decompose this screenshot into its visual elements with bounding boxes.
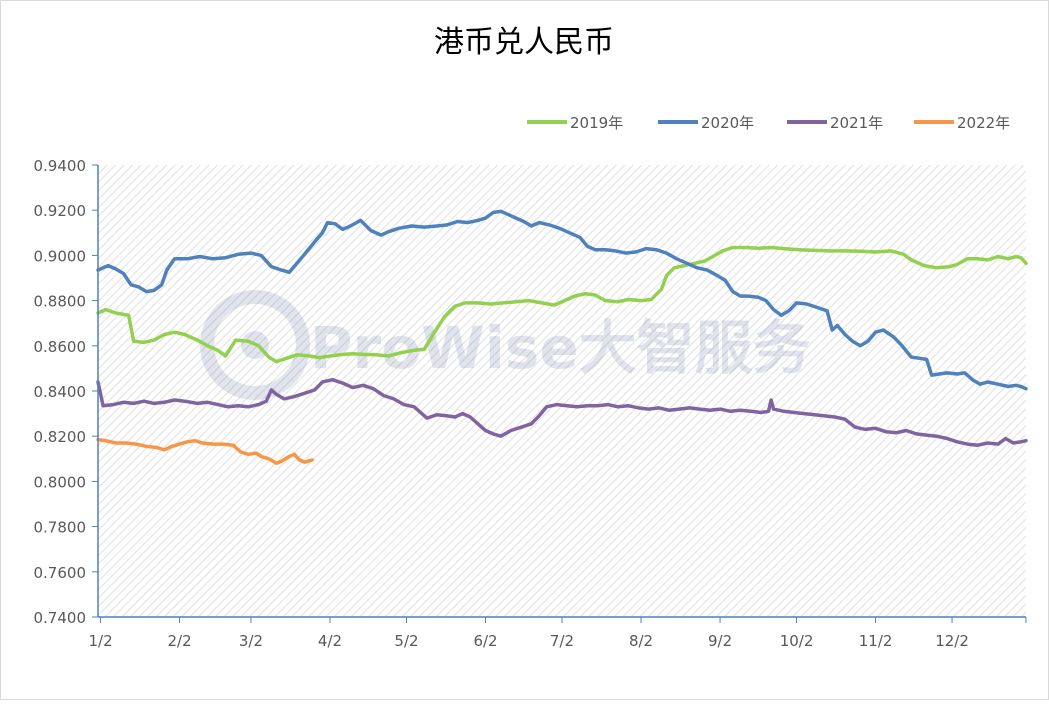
y-tick-label: 0.8800	[34, 293, 87, 311]
x-tick-label: 5/2	[394, 632, 418, 650]
x-tick-label: 8/2	[629, 632, 653, 650]
series-line-2	[96, 209, 1028, 391]
y-tick-label: 0.9000	[34, 247, 87, 265]
x-tick-label: 6/2	[473, 632, 497, 650]
x-tick-label: 11/2	[859, 632, 893, 650]
y-tick-label: 0.8600	[34, 338, 87, 356]
watermark-text: ProWise大智服务	[310, 314, 811, 382]
x-tick-label: 4/2	[318, 632, 342, 650]
series-line-4	[96, 437, 314, 466]
x-tick-label: 1/2	[88, 632, 112, 650]
y-tick-label: 0.9200	[34, 202, 87, 220]
x-tick-label: 3/2	[239, 632, 263, 650]
legend-label: 2022年	[957, 114, 1010, 132]
legend-label: 2020年	[701, 114, 754, 132]
y-axis: 0.9400 0.9200 0.9000 0.8800 0.8600 0.8400 0.82…	[34, 157, 98, 627]
legend-label: 2019年	[570, 114, 623, 132]
y-tick-label: 0.8200	[34, 428, 87, 446]
x-tick-label: 7/2	[550, 632, 574, 650]
x-tick-label: 2/2	[168, 632, 192, 650]
y-tick-label: 0.8000	[34, 473, 87, 491]
legend: 2019年 2020年 2021年 2022年	[527, 114, 1010, 132]
y-tick-label: 0.7800	[34, 519, 87, 537]
series-line-3	[96, 377, 1028, 447]
x-axis: 1/2 2/2 3/2 4/2 5/2 6/2 7/2 8/2 9/2 10/2 11/2 12/2	[88, 617, 1027, 650]
legend-label: 2021年	[830, 114, 883, 132]
series-line-1	[96, 245, 1028, 364]
y-tick-label: 0.7600	[34, 564, 87, 582]
x-tick-label: 9/2	[708, 632, 732, 650]
y-tick-label: 0.8400	[34, 383, 87, 401]
y-tick-label: 0.7400	[34, 609, 87, 627]
plot-area	[98, 165, 1026, 617]
y-tick-label: 0.9400	[34, 157, 87, 175]
series-layer	[96, 209, 1028, 466]
x-tick-label: 12/2	[935, 632, 969, 650]
chart-title: 港币兑人民币	[434, 25, 614, 60]
x-tick-label: 10/2	[780, 632, 814, 650]
